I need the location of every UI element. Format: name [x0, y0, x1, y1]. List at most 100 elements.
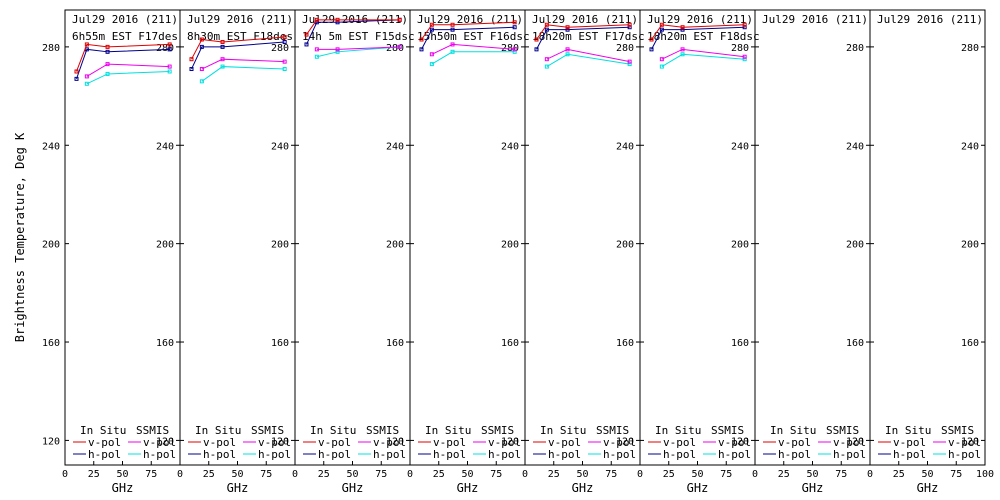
- data-point-insitu_h: [74, 76, 79, 81]
- y-tick-label: 200: [616, 240, 634, 251]
- x-tick-label: 100: [976, 469, 994, 480]
- data-point-insitu_h: [544, 27, 549, 32]
- data-point-ssmis_v: [105, 62, 110, 67]
- data-point-ssmis_h: [314, 54, 319, 59]
- legend-header-insitu: In Situ: [770, 424, 816, 437]
- series-line-insitu_h: [306, 19, 400, 45]
- data-point-insitu_v: [304, 32, 309, 37]
- x-tick-label: 0: [62, 469, 68, 480]
- legend-label-insitu_v: v-pol: [203, 436, 236, 449]
- y-tick-label: 160: [42, 338, 60, 349]
- data-point-insitu_h: [105, 49, 110, 54]
- x-tick-label: 25: [318, 469, 330, 480]
- x-tick-label: 50: [921, 469, 933, 480]
- data-point-ssmis_h: [105, 71, 110, 76]
- data-point-insitu_h: [199, 44, 204, 49]
- data-point-ssmis_v: [199, 67, 204, 72]
- data-point-insitu_v: [565, 25, 570, 30]
- y-tick-label: 200: [961, 240, 979, 251]
- series-line-insitu_v: [421, 21, 515, 40]
- series-line-insitu_h: [651, 26, 745, 50]
- panel-title-pass: 8h30m EST F18des: [187, 30, 293, 43]
- panel-2: 120 160 200 240 280 0 25 50 75 GHz Jul29 2016 (211…: [177, 9, 296, 495]
- panel-frame: [409, 9, 526, 466]
- y-axis-title: Brightness Temperature, Deg K: [13, 132, 27, 342]
- data-point-insitu_h: [649, 47, 654, 52]
- legend-label-insitu_h: h-pol: [778, 448, 811, 461]
- y-tick-label: 120: [731, 436, 749, 447]
- x-axis-title: GHz: [227, 481, 249, 495]
- legend-header-insitu: In Situ: [310, 424, 356, 437]
- x-axis-title: GHz: [342, 481, 364, 495]
- data-point-ssmis_v: [742, 54, 747, 59]
- data-point-insitu_h: [742, 25, 747, 30]
- x-tick-label: 50: [576, 469, 588, 480]
- x-tick-label: 25: [893, 469, 905, 480]
- data-point-insitu_h: [627, 25, 632, 30]
- data-point-insitu_v: [105, 44, 110, 49]
- data-point-insitu_v: [74, 69, 79, 74]
- legend-header-ssmis: SSMIS: [711, 424, 744, 437]
- data-point-insitu_v: [199, 37, 204, 42]
- legend-header-ssmis: SSMIS: [596, 424, 629, 437]
- panel-frame: [754, 9, 871, 466]
- data-point-ssmis_v: [220, 57, 225, 62]
- data-point-insitu_h: [220, 44, 225, 49]
- legend-label-insitu_v: v-pol: [663, 436, 696, 449]
- data-point-insitu_h: [282, 39, 287, 44]
- panel-title-pass: 15h50m EST F16dsc: [417, 30, 530, 43]
- legend-header-ssmis: SSMIS: [481, 424, 514, 437]
- legend-label-insitu_v: v-pol: [88, 436, 121, 449]
- y-tick-label: 280: [501, 43, 519, 54]
- legend-header-insitu: In Situ: [540, 424, 586, 437]
- legend-label-insitu_h: h-pol: [548, 448, 581, 461]
- y-tick-label: 160: [156, 338, 174, 349]
- panel-title-date: Jul29 2016 (211): [877, 13, 983, 26]
- series-line-ssmis_v: [201, 58, 285, 70]
- data-point-ssmis_v: [167, 64, 172, 69]
- legend-label-ssmis_v: v-pol: [373, 436, 406, 449]
- data-point-insitu_h: [450, 27, 455, 32]
- data-point-insitu_h: [429, 27, 434, 32]
- data-point-insitu_v: [282, 35, 287, 40]
- series-line-ssmis_v: [661, 48, 745, 60]
- x-tick-label: 50: [461, 469, 473, 480]
- y-tick-label: 120: [271, 436, 289, 447]
- legend-label-insitu_h: h-pol: [893, 448, 926, 461]
- x-tick-label: 0: [292, 469, 298, 480]
- x-tick-label: 25: [433, 469, 445, 480]
- data-point-insitu_v: [167, 42, 172, 47]
- panel-5: 120 160 200 240 280 0 25 50 75 GHz Jul29 2016 (211…: [522, 9, 645, 495]
- legend-label-ssmis_h: h-pol: [258, 448, 291, 461]
- data-point-insitu_h: [565, 27, 570, 32]
- x-axis-title: GHz: [457, 481, 479, 495]
- y-tick-label: 120: [616, 436, 634, 447]
- data-point-insitu_v: [314, 17, 319, 22]
- data-point-ssmis_h: [199, 79, 204, 84]
- panel-title-pass: 18h20m EST F17dsc: [532, 30, 645, 43]
- data-point-insitu_v: [419, 37, 424, 42]
- data-point-insitu_v: [649, 37, 654, 42]
- panel-frame: [639, 9, 756, 466]
- x-axis-title: GHz: [572, 481, 594, 495]
- x-tick-label: 25: [663, 469, 675, 480]
- data-point-insitu_v: [397, 17, 402, 22]
- panel-frame: [869, 9, 986, 466]
- x-tick-label: 0: [867, 469, 873, 480]
- x-tick-label: 50: [346, 469, 358, 480]
- legend-label-ssmis_v: v-pol: [948, 436, 981, 449]
- data-point-insitu_v: [534, 37, 539, 42]
- y-tick-label: 200: [42, 240, 60, 251]
- data-point-insitu_h: [189, 67, 194, 72]
- legend-header-ssmis: SSMIS: [826, 424, 859, 437]
- y-tick-label: 280: [616, 43, 634, 54]
- data-point-insitu_h: [304, 42, 309, 47]
- y-tick-label: 200: [156, 240, 174, 251]
- panel-frame: [524, 9, 641, 466]
- data-point-ssmis_h: [544, 64, 549, 69]
- legend-header-insitu: In Situ: [195, 424, 241, 437]
- legend-label-ssmis_v: v-pol: [833, 436, 866, 449]
- y-tick-label: 200: [846, 240, 864, 251]
- data-point-ssmis_h: [450, 49, 455, 54]
